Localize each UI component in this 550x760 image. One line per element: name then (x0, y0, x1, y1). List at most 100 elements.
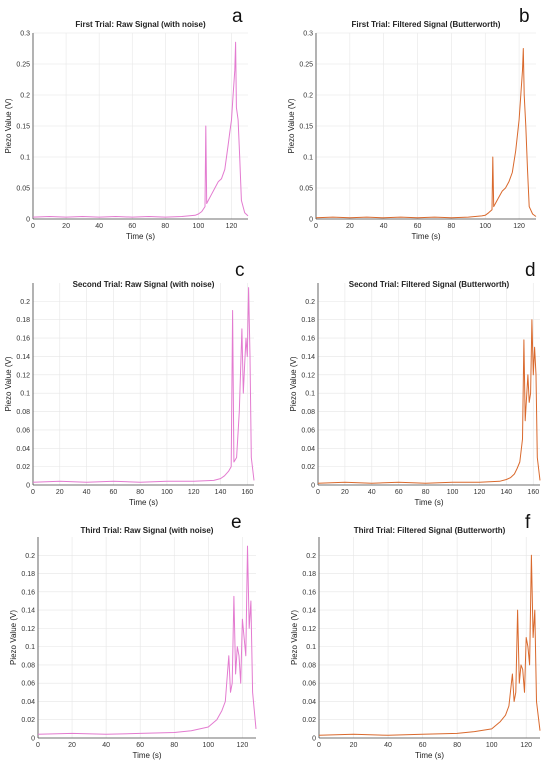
x-tick-label: 120 (237, 742, 249, 749)
x-tick-label: 140 (501, 489, 513, 496)
x-axis-label: Time (s) (129, 498, 158, 507)
x-axis-label: Time (s) (132, 751, 161, 760)
y-tick-label: 0.08 (16, 409, 30, 416)
y-tick-label: 0 (26, 483, 30, 490)
y-tick-label: 0.14 (16, 354, 30, 361)
y-tick-label: 0.2 (306, 553, 316, 560)
x-tick-label: 0 (314, 223, 318, 230)
y-tick-label: 0 (309, 217, 313, 224)
x-tick-label: 80 (161, 223, 169, 230)
x-tick-label: 80 (422, 489, 430, 496)
y-axis-label: Piezo Value (V) (287, 98, 296, 153)
x-tick-label: 20 (56, 489, 64, 496)
y-tick-label: 0.04 (301, 446, 315, 453)
x-tick-label: 40 (83, 489, 91, 496)
y-tick-label: 0.05 (16, 186, 30, 193)
x-tick-label: 120 (513, 223, 525, 230)
x-tick-label: 60 (128, 223, 136, 230)
series-line-0 (317, 319, 541, 484)
y-tick-label: 0.08 (21, 662, 35, 669)
x-tick-label: 100 (202, 742, 214, 749)
x-tick-label: 0 (317, 742, 321, 749)
y-tick-label: 0.15 (16, 124, 30, 131)
y-axis-label: Piezo Value (V) (4, 98, 13, 153)
x-tick-label: 120 (520, 742, 532, 749)
x-tick-label: 120 (226, 223, 238, 230)
y-tick-label: 0 (31, 736, 35, 743)
y-tick-label: 0 (26, 217, 30, 224)
y-tick-label: 0.04 (302, 699, 316, 706)
x-axis-label: Time (s) (126, 232, 155, 241)
y-tick-label: 0.02 (16, 464, 30, 471)
y-tick-label: 0.06 (16, 427, 30, 434)
series-line-0 (315, 48, 537, 219)
y-tick-label: 0.2 (25, 553, 35, 560)
chart-title: Third Trial: Filtered Signal (Butterwort… (354, 526, 506, 535)
y-tick-label: 0.1 (25, 644, 35, 651)
chart-title: Second Trial: Raw Signal (with noise) (73, 280, 215, 289)
y-tick-label: 0.16 (301, 336, 315, 343)
x-tick-label: 100 (486, 742, 498, 749)
x-tick-label: 100 (193, 223, 205, 230)
x-axis-label: Time (s) (414, 498, 443, 507)
y-axis-label: Piezo Value (V) (289, 356, 298, 411)
y-tick-label: 0.12 (302, 626, 316, 633)
x-tick-label: 60 (136, 742, 144, 749)
panel-letter: c (235, 260, 245, 281)
x-tick-label: 20 (341, 489, 349, 496)
x-tick-label: 20 (350, 742, 358, 749)
y-tick-label: 0.2 (20, 299, 30, 306)
x-tick-label: 80 (447, 223, 455, 230)
y-tick-label: 0.16 (16, 336, 30, 343)
x-tick-label: 40 (380, 223, 388, 230)
y-tick-label: 0.1 (20, 155, 30, 162)
y-tick-label: 0.2 (305, 299, 315, 306)
x-tick-label: 40 (102, 742, 110, 749)
y-tick-label: 0.2 (20, 93, 30, 100)
y-tick-label: 0.06 (301, 427, 315, 434)
y-tick-label: 0.15 (299, 124, 313, 131)
y-tick-label: 0.14 (301, 354, 315, 361)
x-tick-label: 80 (170, 742, 178, 749)
y-tick-label: 0.25 (299, 62, 313, 69)
series-line-0 (318, 554, 541, 736)
x-tick-label: 80 (136, 489, 144, 496)
panel-letter: d (525, 260, 536, 281)
y-tick-label: 0.14 (302, 608, 316, 615)
y-axis-label: Piezo Value (V) (9, 610, 18, 665)
x-tick-label: 40 (368, 489, 376, 496)
x-tick-label: 0 (36, 742, 40, 749)
y-tick-label: 0.05 (299, 186, 313, 193)
chart-panel-e: 0 20 40 60 80 100 120 0 0.02 0.04 0.06 0.08 0.1 0.12 0… (9, 512, 257, 760)
y-tick-label: 0.18 (16, 317, 30, 324)
y-tick-label: 0.12 (16, 372, 30, 379)
y-tick-label: 0.1 (20, 391, 30, 398)
x-tick-label: 100 (479, 223, 491, 230)
y-tick-label: 0.12 (21, 626, 35, 633)
y-tick-label: 0.18 (21, 571, 35, 578)
x-tick-label: 20 (346, 223, 354, 230)
y-tick-label: 0.02 (301, 464, 315, 471)
x-tick-label: 40 (95, 223, 103, 230)
panel-letter: f (525, 512, 531, 533)
y-tick-label: 0.14 (21, 608, 35, 615)
series-line-0 (37, 545, 257, 735)
y-tick-label: 0.04 (16, 446, 30, 453)
chart-panel-a: 0 20 40 60 80 100 120 0 0.05 0.1 0.15 0.2 0.25 0.3 Fir… (4, 6, 249, 241)
x-tick-label: 80 (453, 742, 461, 749)
y-tick-label: 0.1 (305, 391, 315, 398)
y-tick-label: 0.2 (303, 93, 313, 100)
panel-letter: b (519, 6, 530, 27)
x-tick-label: 0 (316, 489, 320, 496)
x-tick-label: 60 (414, 223, 422, 230)
y-tick-label: 0.08 (301, 409, 315, 416)
y-tick-label: 0.18 (302, 571, 316, 578)
chart-title: Third Trial: Raw Signal (with noise) (81, 526, 214, 535)
panel-letter: e (231, 512, 242, 533)
series-line-0 (32, 287, 255, 483)
y-tick-label: 0.02 (302, 717, 316, 724)
y-axis-label: Piezo Value (V) (4, 356, 13, 411)
y-tick-label: 0.02 (21, 717, 35, 724)
y-tick-label: 0.3 (303, 31, 313, 38)
